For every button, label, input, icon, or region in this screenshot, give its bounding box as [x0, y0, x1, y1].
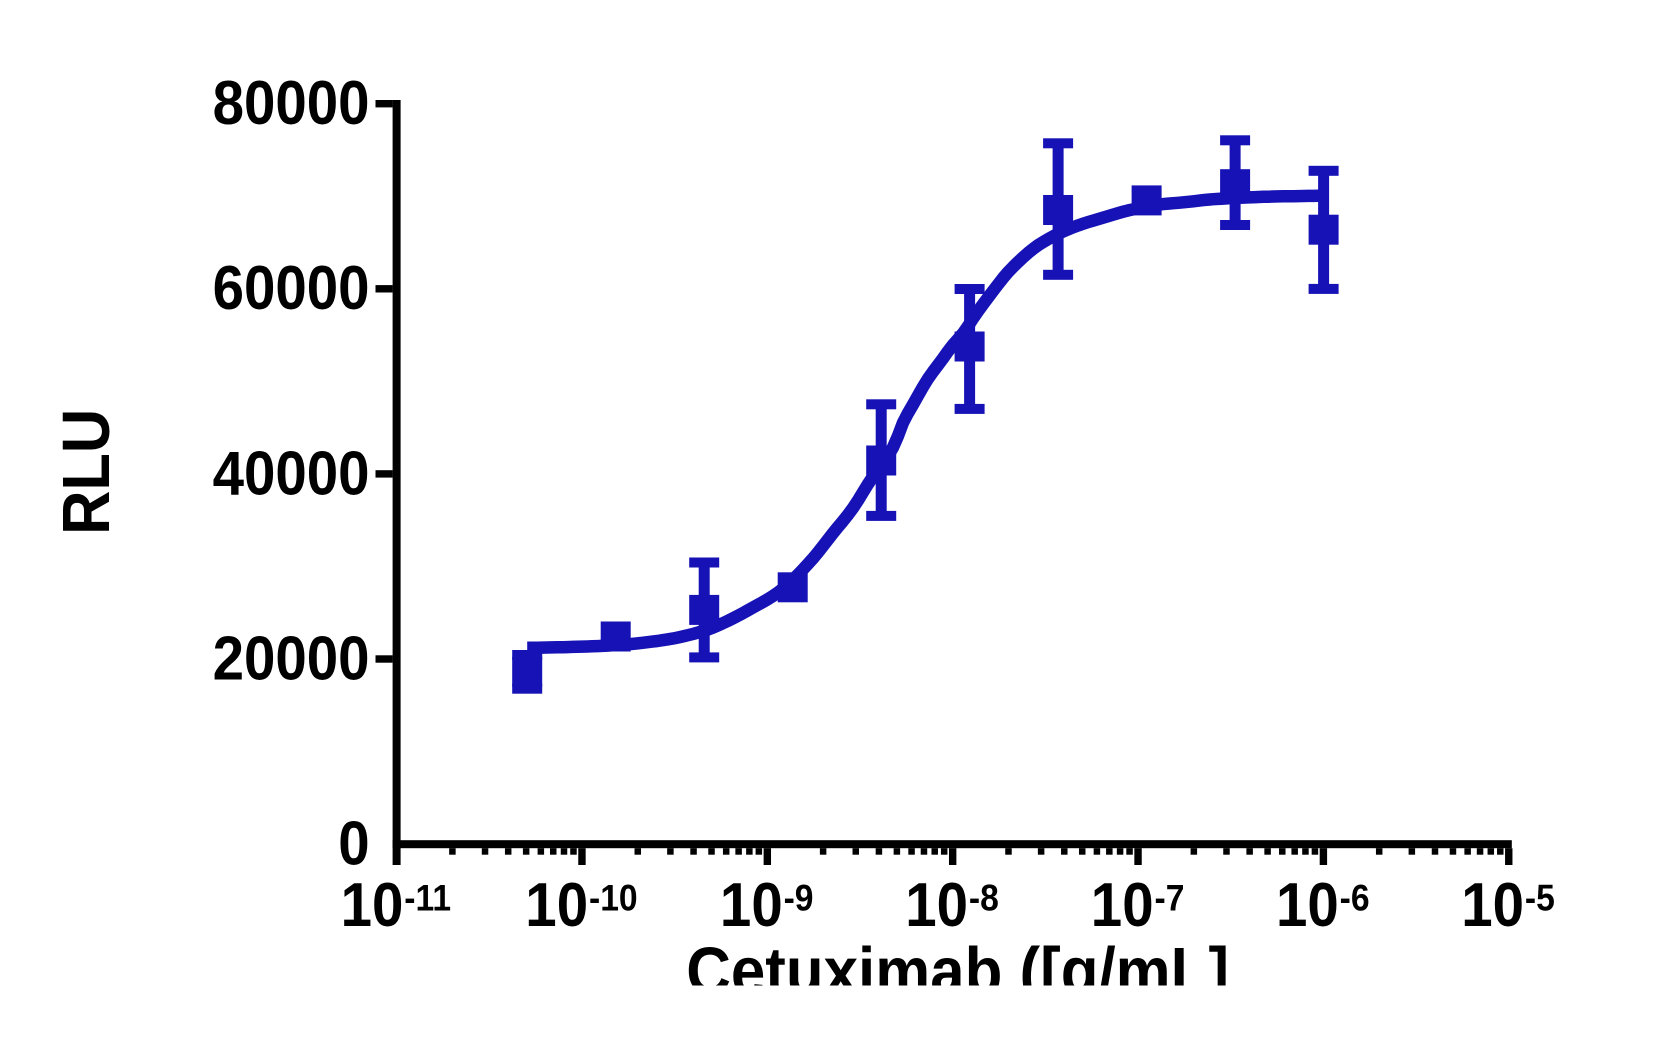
- svg-text:-11: -11: [404, 877, 451, 919]
- svg-text:10: 10: [1461, 869, 1524, 939]
- svg-text:60000: 60000: [213, 253, 370, 323]
- svg-text:-10: -10: [589, 877, 638, 919]
- svg-text:10: 10: [1091, 869, 1154, 939]
- svg-text:10: 10: [720, 869, 783, 939]
- svg-text:Cetuximab ([g/mL]: Cetuximab ([g/mL]: [686, 934, 1229, 1009]
- svg-text:RLU: RLU: [48, 409, 123, 535]
- svg-text:20000: 20000: [213, 623, 370, 693]
- svg-text:-9: -9: [784, 877, 814, 919]
- svg-text:10: 10: [341, 869, 404, 939]
- svg-text:10: 10: [905, 869, 968, 939]
- svg-text:-6: -6: [1340, 877, 1370, 919]
- svg-text:0: 0: [338, 808, 369, 878]
- svg-text:10: 10: [525, 869, 588, 939]
- svg-text:80000: 80000: [213, 67, 370, 137]
- svg-text:10: 10: [1276, 869, 1339, 939]
- svg-text:-7: -7: [1154, 877, 1184, 919]
- svg-text:-8: -8: [969, 877, 999, 919]
- svg-text:-5: -5: [1525, 877, 1555, 919]
- svg-text:40000: 40000: [213, 438, 370, 508]
